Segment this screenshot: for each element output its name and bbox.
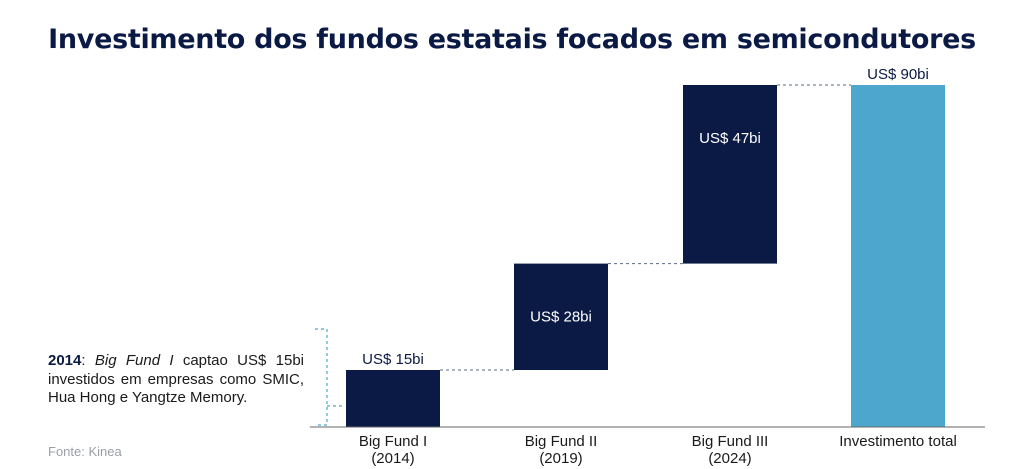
value-label-2: US$ 28bi <box>530 309 592 326</box>
bar-2 <box>514 263 608 370</box>
value-label-1: US$ 15bi <box>362 351 424 368</box>
category-label-line: Investimento total <box>839 433 957 450</box>
category-label-2: Big Fund II (2019) <box>525 433 598 467</box>
note-text: 2014: Big Fund I captao US$ 15bi investi… <box>48 352 305 406</box>
bar-3 <box>683 85 777 264</box>
bar-1 <box>346 370 440 427</box>
note-body: captao US$ 15bi investidos em empresas c… <box>48 352 305 406</box>
category-label-line: (2024) <box>708 450 751 467</box>
category-label-line: (2014) <box>371 450 414 467</box>
category-label-1: Big Fund I (2014) <box>359 433 427 467</box>
value-label-3: US$ 47bi <box>699 130 761 147</box>
category-label-line: (2019) <box>539 450 582 467</box>
chart-title: Investimento dos fundos estatais focados… <box>48 24 976 55</box>
category-label-line: Big Fund I <box>359 433 427 450</box>
category-label-3: Big Fund III (2024) <box>692 433 769 467</box>
category-label-line: Big Fund II <box>525 433 598 450</box>
category-label-4: Investimento total <box>839 433 957 450</box>
note-bracket <box>315 328 345 426</box>
bar-4 <box>851 85 945 427</box>
note-year: 2014 <box>48 352 82 369</box>
note-fund: Big Fund I <box>94 352 174 369</box>
source-text: Fonte: Kinea <box>48 444 122 459</box>
value-label-4: US$ 90bi <box>867 66 929 83</box>
category-label-line: Big Fund III <box>692 433 769 450</box>
